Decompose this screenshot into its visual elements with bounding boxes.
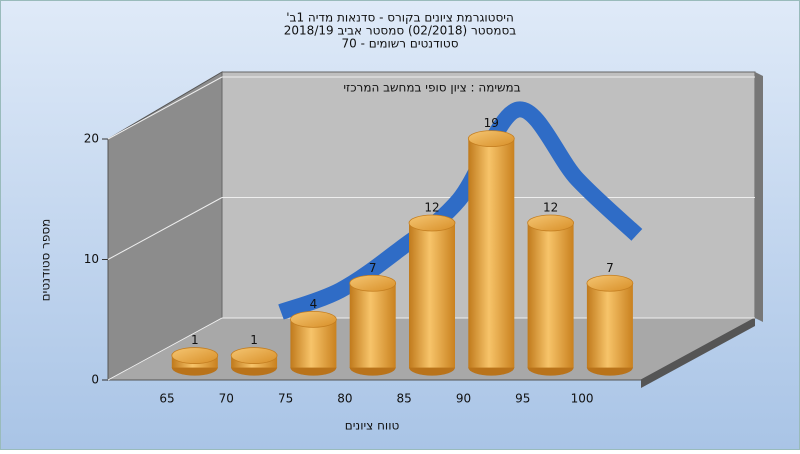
title-line: בסמסטר (02/2018) סמסטר אביב 2018/19 [284,24,516,38]
x-axis-label: טווח ציונים [345,419,400,433]
value-label: 4 [310,297,318,311]
value-label: 12 [543,201,558,215]
wall-edge [755,72,763,322]
title: היסטוגרמת ציונים בקורס - סדנאות מדיה 1ב'… [284,11,516,51]
y-tick-label: 0 [91,373,99,387]
bar-top [289,310,337,328]
bar [289,310,337,376]
title-line: סטודנטים רשומים - 70 [341,37,458,51]
value-label: 1 [250,333,258,347]
value-label: 1 [191,333,199,347]
bar [171,347,219,376]
bar [408,214,456,376]
bar-top [586,274,634,292]
y-tick-label: 20 [84,132,99,146]
y-tick-label: 10 [84,252,99,266]
x-tick-label: 95 [515,392,530,406]
bar-body [468,138,515,368]
bar-top [408,214,456,232]
x-tick-label: 80 [337,392,352,406]
x-tick-label: 100 [571,392,594,406]
x-tick-label: 65 [159,392,174,406]
value-label: 7 [369,261,377,275]
grid-line [107,317,223,381]
grid-line [107,197,223,260]
x-tick-label: 85 [397,392,412,406]
value-label: 19 [484,116,499,130]
bar [349,274,397,376]
bar [527,214,574,376]
bar-top [349,274,397,292]
grid-line [107,76,223,140]
y-axis-label: מספר סטודנטים [39,219,53,302]
bar [586,274,634,376]
bar [230,347,278,376]
bar-body [409,223,455,368]
subtitle: במשימה : ציון סופי במחשב המרכזי [343,81,520,95]
bar-top [230,347,278,364]
value-label: 12 [424,201,439,215]
bar [467,130,515,376]
bar-top [467,130,515,148]
value-label: 7 [606,261,614,275]
bar-body [527,223,574,368]
bar-body [586,283,633,368]
bar-top [171,347,219,364]
title-line: היסטוגרמת ציונים בקורס - סדנאות מדיה 1ב' [286,11,514,25]
x-tick-label: 70 [219,392,234,406]
floor-edge [641,318,755,388]
bar-body [349,283,396,368]
x-tick-label: 75 [278,392,293,406]
bar-top [527,214,574,232]
x-tick-label: 90 [456,392,471,406]
